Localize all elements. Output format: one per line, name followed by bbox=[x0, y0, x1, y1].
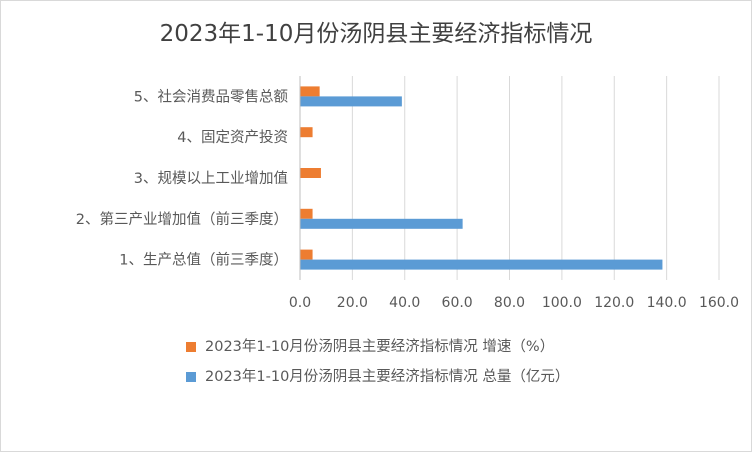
x-tick-label: 140.0 bbox=[647, 295, 687, 311]
bar-total bbox=[300, 218, 463, 229]
bar-growth bbox=[300, 127, 313, 138]
legend: 2023年1-10月份汤阴县主要经济指标情况 增速（%） 2023年1-10月份… bbox=[186, 336, 606, 388]
legend-swatch-growth bbox=[186, 342, 196, 352]
legend-label-total: 2023年1-10月份汤阴县主要经济指标情况 总量（亿元） bbox=[205, 369, 570, 385]
bar-total bbox=[300, 259, 663, 270]
legend-item-total: 2023年1-10月份汤阴县主要经济指标情况 总量（亿元） bbox=[186, 366, 606, 388]
legend-swatch-total bbox=[186, 372, 196, 382]
category-label: 3、规模以上工业增加值 bbox=[134, 170, 288, 187]
category-label: 2、第三产业增加值（前三季度） bbox=[76, 210, 288, 228]
legend-item-growth: 2023年1-10月份汤阴县主要经济指标情况 增速（%） bbox=[186, 336, 606, 358]
x-tick-label: 160.0 bbox=[699, 295, 739, 311]
bar-growth bbox=[300, 168, 321, 178]
bar-growth bbox=[300, 249, 313, 260]
category-label: 1、生产总值（前三季度） bbox=[119, 252, 288, 269]
chart-title: 2023年1-10月份汤阴县主要经济指标情况 bbox=[159, 21, 593, 47]
x-tick-label: 100.0 bbox=[542, 295, 582, 311]
category-label: 4、固定资产投资 bbox=[177, 129, 288, 146]
x-tick-label: 20.0 bbox=[337, 295, 368, 311]
bar-growth bbox=[300, 86, 320, 97]
category-label: 5、社会消费品零售总额 bbox=[134, 88, 289, 105]
x-tick-label: 0.0 bbox=[289, 295, 311, 311]
bar-total bbox=[300, 96, 402, 107]
bar-growth bbox=[300, 208, 313, 219]
x-tick-label: 40.0 bbox=[389, 295, 420, 311]
x-tick-label: 120.0 bbox=[594, 295, 634, 311]
legend-label-growth: 2023年1-10月份汤阴县主要经济指标情况 增速（%） bbox=[205, 339, 555, 355]
x-tick-label: 80.0 bbox=[494, 295, 525, 311]
x-tick-label: 60.0 bbox=[442, 295, 473, 311]
